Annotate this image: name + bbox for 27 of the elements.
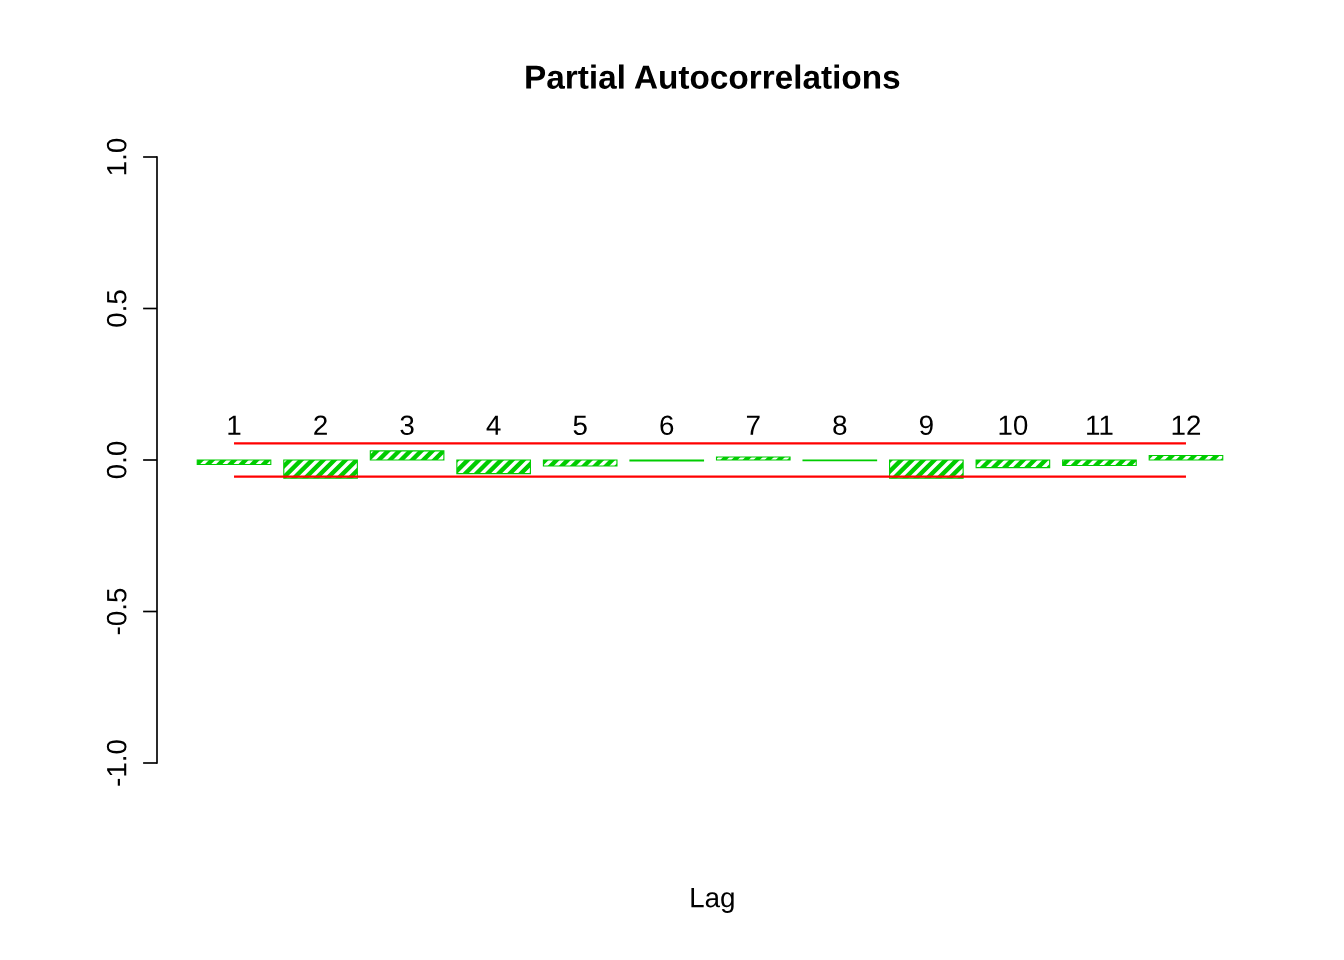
chart-title: Partial Autocorrelations [526, 64, 900, 89]
x-tick-label: 11 [1087, 415, 1113, 435]
bar [715, 456, 791, 461]
x-tick-label: 3 [400, 415, 414, 436]
bar [1148, 454, 1224, 461]
x-tick-label: 12 [1172, 415, 1201, 435]
x-tick-label: 9 [919, 415, 933, 436]
y-tick-label: -0.5 [106, 588, 127, 635]
x-tick-label: 7 [746, 415, 760, 435]
bar [369, 450, 445, 461]
bar [975, 459, 1051, 469]
x-tick-label: 5 [573, 415, 587, 436]
y-tick-label: 0.5 [106, 290, 127, 327]
y-tick-label: -1.0 [106, 740, 127, 786]
x-tick-label: 8 [833, 415, 847, 436]
x-tick-label: 6 [660, 415, 674, 436]
x-tick-label: 2 [314, 415, 327, 435]
bar [542, 459, 618, 467]
bar [196, 459, 272, 466]
x-tick-label: 10 [999, 415, 1028, 436]
x-tick-label: 1 [228, 415, 241, 435]
bar [456, 459, 531, 475]
y-tick-label: 0.0 [106, 441, 127, 479]
bar [1062, 459, 1137, 467]
x-tick-label: 4 [486, 415, 501, 435]
x-axis-title: Lag [691, 888, 734, 913]
y-tick-label: 1.0 [106, 138, 127, 175]
